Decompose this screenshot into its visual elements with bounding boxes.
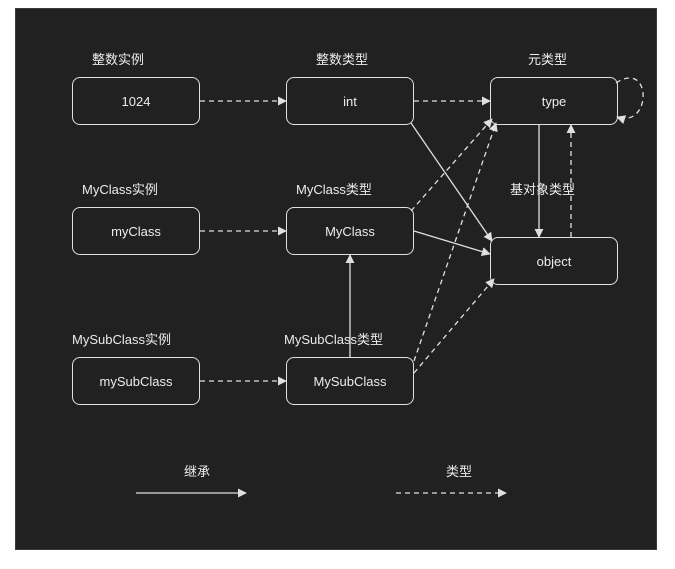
node-type: type xyxy=(490,77,618,125)
node-text: MyClass xyxy=(325,224,375,239)
label-myclass-type: MyClass类型 xyxy=(296,179,372,198)
edge-myclass-object xyxy=(414,231,490,254)
node-mysubclass-instance: mySubClass xyxy=(72,357,200,405)
label-mysubclass-instance: MySubClass实例 xyxy=(72,329,171,348)
node-int: int xyxy=(286,77,414,125)
label-base-object: 基对象类型 xyxy=(510,179,575,198)
label-mysubclass-type: MySubClass类型 xyxy=(284,329,383,348)
label-int-type: 整数类型 xyxy=(316,49,368,68)
node-myclass: MyClass xyxy=(286,207,414,255)
node-mysubclass: MySubClass xyxy=(286,357,414,405)
edge-type-selfloop xyxy=(616,78,643,118)
node-text: object xyxy=(537,254,572,269)
edge-myclass-type xyxy=(411,119,492,211)
node-text: int xyxy=(343,94,357,109)
legend-inherit-label: 继承 xyxy=(184,461,210,480)
diagram-canvas: 整数实例 整数类型 元类型 MyClass实例 MyClass类型 基对象类型 … xyxy=(15,8,657,550)
node-1024: 1024 xyxy=(72,77,200,125)
label-metatype: 元类型 xyxy=(528,49,567,68)
node-object: object xyxy=(490,237,618,285)
node-myclass-instance: myClass xyxy=(72,207,200,255)
legend-typeof-label: 类型 xyxy=(446,461,472,480)
node-text: myClass xyxy=(111,224,161,239)
label-int-instance: 整数实例 xyxy=(92,49,144,68)
node-text: MySubClass xyxy=(314,374,387,389)
node-text: 1024 xyxy=(122,94,151,109)
edge-int-object xyxy=(411,123,492,241)
node-text: type xyxy=(542,94,567,109)
label-myclass-instance: MyClass实例 xyxy=(82,179,158,198)
node-text: mySubClass xyxy=(100,374,173,389)
edge-mysubclass-type xyxy=(414,123,496,361)
edge-mysubclass-object xyxy=(414,279,494,373)
